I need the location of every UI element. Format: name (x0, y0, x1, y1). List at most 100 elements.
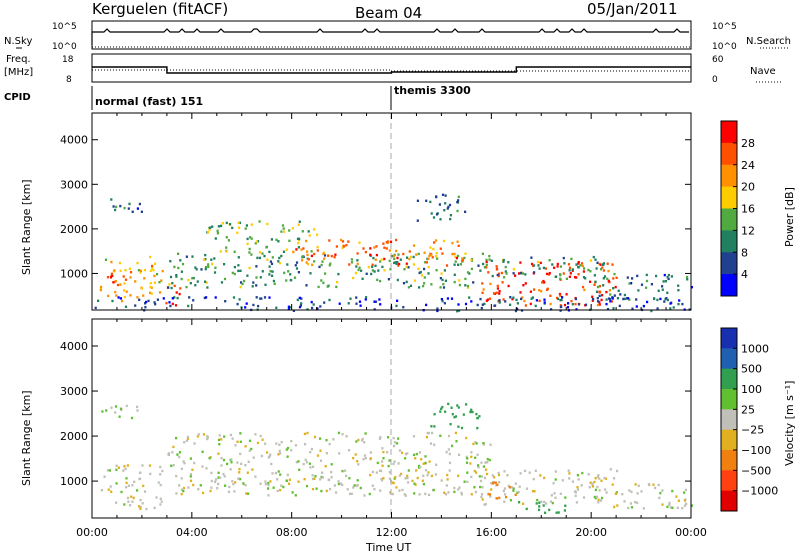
data-cell (685, 502, 688, 505)
data-cell (374, 300, 378, 303)
data-cell (250, 223, 253, 226)
data-cell (369, 457, 372, 460)
data-cell (476, 416, 479, 420)
data-cell (139, 269, 143, 272)
data-cell (255, 276, 258, 279)
data-cell (297, 460, 300, 463)
data-cell (645, 273, 648, 277)
data-cell (549, 294, 552, 297)
data-cell (345, 435, 348, 438)
data-cell (239, 440, 242, 443)
data-cell (358, 241, 361, 244)
data-cell (654, 486, 657, 490)
data-cell (383, 269, 386, 272)
data-cell (138, 477, 142, 480)
data-cell (471, 410, 474, 414)
data-cell (162, 297, 165, 300)
data-cell (597, 474, 600, 477)
data-cell (598, 294, 601, 298)
data-cell (522, 502, 525, 505)
data-cell (161, 269, 164, 273)
data-cell (333, 256, 336, 259)
power-ylabel: Slant Range [km] (20, 179, 33, 275)
data-cell (310, 447, 313, 451)
data-cell (112, 281, 115, 284)
data-cell (503, 487, 507, 490)
data-cell (214, 480, 217, 483)
data-cell (510, 486, 513, 489)
data-cell (304, 458, 307, 461)
data-cell (297, 480, 300, 483)
data-cell (566, 306, 570, 309)
data-cell (396, 299, 399, 302)
data-cell (426, 432, 429, 435)
data-cell (668, 501, 671, 505)
data-cell (640, 283, 644, 286)
data-cell (231, 480, 234, 483)
x-tick-label: 16:00 (475, 526, 507, 539)
data-cell (141, 502, 144, 505)
data-cell (570, 299, 573, 303)
data-cell (509, 303, 512, 306)
velocity-colorbar-tick-label: 1000 (741, 342, 769, 355)
data-cell (149, 285, 152, 289)
data-cell (457, 244, 460, 247)
data-cell (311, 487, 315, 491)
data-cell (289, 306, 292, 309)
data-cell (425, 199, 428, 202)
data-cell (373, 300, 376, 303)
data-cell (465, 403, 468, 406)
data-cell (659, 491, 662, 495)
data-cell (361, 277, 364, 280)
data-cell (152, 269, 155, 272)
data-cell (686, 275, 689, 279)
data-cell (225, 250, 228, 253)
velocity-colorbar-tick-label: −1000 (741, 485, 778, 498)
data-cell (598, 489, 601, 492)
data-cell (268, 296, 271, 299)
data-cell (491, 482, 494, 485)
data-cell (485, 263, 488, 267)
data-cell (270, 238, 273, 241)
data-cell (637, 289, 640, 292)
data-cell (448, 461, 452, 465)
data-cell (457, 195, 460, 199)
data-cell (138, 202, 141, 206)
data-cell (337, 480, 340, 483)
data-cell (106, 276, 110, 279)
data-cell (109, 485, 112, 488)
data-cell (456, 254, 460, 258)
data-cell (401, 488, 404, 492)
data-cell (458, 486, 461, 489)
data-cell (642, 304, 645, 308)
data-cell (427, 272, 430, 275)
data-cell (592, 298, 595, 301)
data-cell (481, 303, 484, 306)
data-cell (119, 204, 122, 208)
data-cell (514, 482, 517, 485)
data-cell (264, 442, 267, 445)
data-cell (393, 441, 397, 444)
data-cell (180, 270, 183, 273)
data-cell (302, 462, 305, 466)
data-cell (475, 442, 478, 445)
data-cell (630, 282, 633, 285)
data-cell (364, 298, 367, 301)
data-cell (406, 474, 409, 478)
velocity-color-swatch (721, 368, 737, 390)
data-cell (432, 488, 435, 492)
data-cell (295, 267, 299, 270)
data-cell (453, 486, 456, 490)
data-cell (149, 282, 152, 285)
data-cell (179, 259, 182, 262)
data-cell (333, 484, 336, 487)
data-cell (376, 461, 379, 465)
data-cell (417, 267, 420, 270)
power-x-ticks (91, 113, 692, 310)
data-cell (536, 498, 539, 502)
data-cell (502, 489, 505, 493)
data-cell (567, 469, 570, 472)
y-tick-label: 1000 (60, 267, 88, 280)
data-cell (180, 467, 183, 471)
